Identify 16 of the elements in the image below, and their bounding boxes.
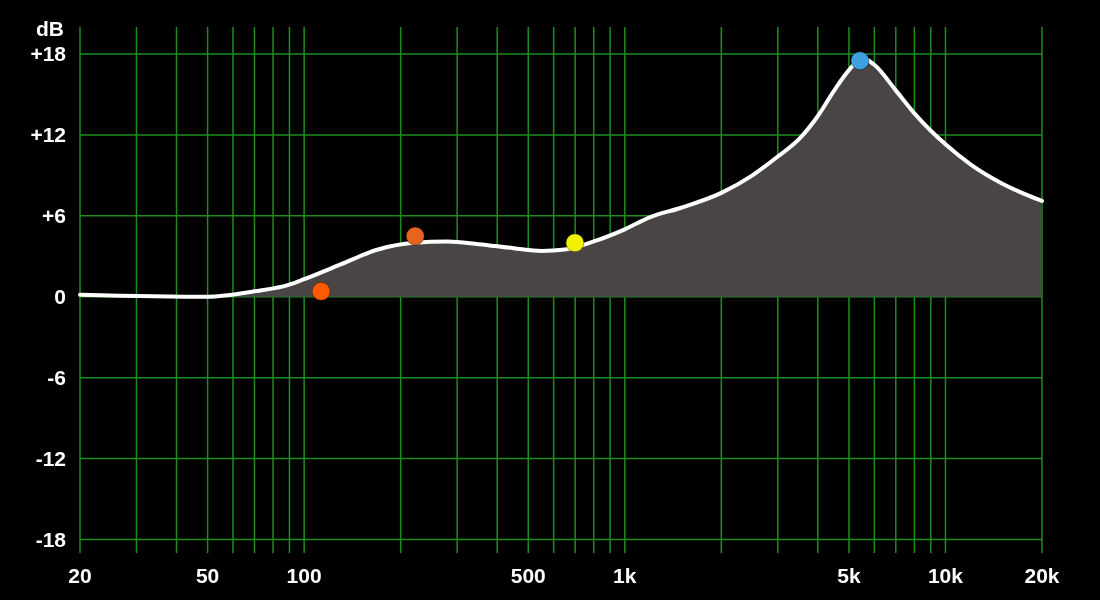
- x-tick-label: 50: [195, 564, 220, 587]
- x-tick-label: 5k: [837, 564, 861, 587]
- y-tick-label: +12: [30, 123, 66, 147]
- x-tick-label: 20: [68, 564, 92, 587]
- x-tick-label: 1k: [613, 564, 637, 587]
- y-axis-title: dB: [36, 17, 64, 40]
- y-tick-label: +18: [30, 42, 67, 66]
- x-tick-label: 100: [286, 564, 322, 587]
- y-tick-label: -12: [35, 446, 66, 470]
- x-tick-label: 10k: [927, 564, 964, 587]
- x-tick-label: 20k: [1024, 564, 1060, 587]
- y-tick-label: -6: [47, 366, 66, 390]
- x-tick-label: 500: [510, 564, 546, 587]
- y-tick-label: +6: [42, 204, 66, 228]
- y-tick-label: 0: [54, 285, 66, 309]
- y-tick-label: -18: [35, 527, 67, 551]
